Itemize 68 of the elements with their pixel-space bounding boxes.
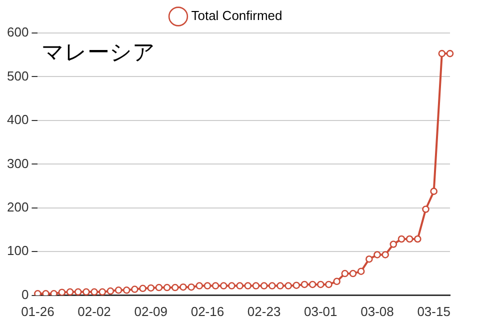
point — [422, 206, 430, 213]
x-tick-label: 03-15 — [417, 304, 450, 319]
point — [390, 240, 398, 248]
x-tick-label: 02-09 — [134, 304, 168, 319]
y-tick-label: 300 — [6, 156, 29, 171]
point — [114, 286, 122, 294]
y-tick-label: 0 — [21, 286, 29, 302]
point — [357, 268, 365, 275]
x-tick-label: 02-23 — [247, 304, 281, 319]
point — [430, 188, 438, 195]
point — [131, 286, 138, 293]
point — [276, 282, 284, 290]
y-tick-label: 100 — [6, 243, 29, 258]
x-tick-label: 02-16 — [190, 304, 224, 319]
point — [300, 280, 308, 288]
point — [236, 282, 244, 290]
point — [98, 288, 106, 296]
point — [333, 278, 340, 286]
point — [325, 280, 332, 288]
point — [292, 282, 300, 289]
point — [106, 287, 114, 295]
point — [374, 251, 381, 258]
point — [82, 288, 90, 296]
point — [438, 50, 446, 58]
point — [366, 255, 373, 263]
y-tick-label: 500 — [6, 68, 29, 84]
point — [90, 288, 98, 296]
point — [268, 282, 276, 290]
point — [66, 288, 74, 296]
point — [212, 282, 220, 290]
point — [406, 235, 414, 243]
point — [382, 251, 389, 258]
point — [398, 235, 406, 243]
point — [196, 282, 204, 290]
x-tick-label: 03-01 — [304, 304, 338, 319]
point — [308, 280, 316, 288]
x-tick-label: 01-26 — [21, 304, 54, 319]
point — [228, 282, 236, 290]
point — [58, 288, 66, 296]
legend-label: Total Confirmed — [191, 8, 282, 24]
point — [204, 282, 212, 290]
point — [155, 284, 163, 292]
point — [74, 288, 82, 296]
point — [414, 235, 422, 243]
point — [317, 280, 324, 288]
point — [188, 283, 195, 291]
x-tick-label: 02-02 — [78, 304, 111, 319]
point — [446, 50, 454, 58]
point — [252, 282, 260, 290]
chart-title: マレーシア — [42, 40, 156, 66]
point — [260, 282, 268, 290]
point — [284, 282, 292, 290]
point — [122, 286, 130, 294]
point — [163, 284, 171, 292]
y-tick-label: 400 — [6, 112, 29, 128]
point — [244, 282, 252, 290]
x-tick-label: 03-08 — [360, 304, 394, 319]
point — [139, 284, 146, 292]
point — [171, 284, 179, 292]
point — [349, 270, 357, 278]
point — [34, 290, 42, 296]
point — [42, 290, 50, 296]
point — [220, 282, 228, 290]
point — [180, 283, 187, 291]
point — [147, 284, 155, 292]
y-tick-label: 600 — [6, 24, 29, 40]
point — [341, 270, 349, 278]
y-tick-label: 200 — [6, 200, 29, 215]
